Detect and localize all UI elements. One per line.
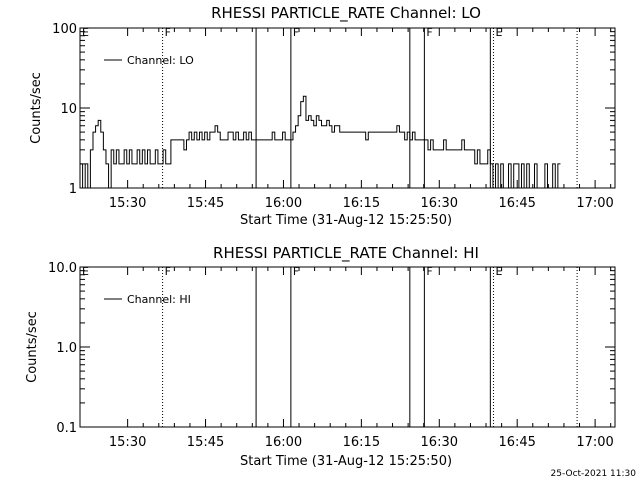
region-marker-label: F: [165, 26, 171, 39]
x-tick-label: 17:00: [576, 435, 613, 450]
left-edge-label-lo: E: [82, 26, 89, 39]
x-axis-label-lo: Start Time (31-Aug-12 15:25:50): [240, 213, 452, 228]
x-tick-label: 16:45: [498, 196, 535, 211]
y-tick-label: 100: [52, 22, 77, 37]
legend-label-lo: Channel: LO: [127, 54, 194, 67]
x-tick-label: 16:15: [343, 196, 380, 211]
y-tick-label: 1: [69, 182, 77, 197]
legend-label-hi: Channel: HI: [127, 293, 191, 306]
y-axis-label-lo: Counts/sec: [29, 72, 44, 144]
panel-lo: RHESSI PARTICLE_RATE Channel: LO 110100 …: [29, 4, 616, 228]
region-marker-label: F: [426, 26, 432, 39]
region-marker-label: E: [495, 26, 502, 39]
x-tick-label: 16:45: [498, 435, 535, 450]
render-timestamp: 25-Oct-2021 11:30: [551, 469, 637, 479]
chart-title-hi: RHESSI PARTICLE_RATE Channel: HI: [213, 244, 479, 263]
series-line-lo: [80, 95, 561, 189]
x-tick-label: 16:00: [265, 435, 302, 450]
y-tick-label: 0.1: [56, 421, 77, 436]
x-tick-label: 15:30: [109, 435, 146, 450]
chart-title-lo: RHESSI PARTICLE_RATE Channel: LO: [211, 4, 481, 23]
x-axis-label-hi: Start Time (31-Aug-12 15:25:50): [240, 454, 452, 469]
x-tick-label: 15:30: [109, 196, 146, 211]
x-tick-label: 17:00: [576, 196, 613, 211]
region-marker-label: F: [426, 265, 432, 278]
panel-hi: RHESSI PARTICLE_RATE Channel: HI 0.1 1.0 1…: [25, 244, 616, 469]
legend-hi: Channel: HI: [104, 293, 191, 306]
x-tick-label: 16:30: [421, 196, 458, 211]
y-axis-label-hi: Counts/sec: [25, 311, 40, 383]
x-tick-label: 15:45: [187, 435, 224, 450]
x-tick-label: 16:30: [421, 435, 458, 450]
x-tick-label: 16:00: [265, 196, 302, 211]
left-edge-label-hi: E: [82, 265, 89, 278]
y-tick-label: 1.0: [56, 341, 77, 356]
plot-frame-hi: [79, 266, 616, 428]
legend-lo: Channel: LO: [104, 54, 194, 67]
region-marker-label: E: [495, 265, 502, 278]
x-tick-label: 15:45: [187, 196, 224, 211]
y-tick-label: 10.0: [48, 261, 77, 276]
region-marker-label: F: [293, 26, 299, 39]
y-tick-label: 10: [60, 102, 77, 117]
x-tick-label: 16:15: [343, 435, 380, 450]
region-marker-label: F: [293, 265, 299, 278]
region-marker-label: F: [165, 265, 171, 278]
